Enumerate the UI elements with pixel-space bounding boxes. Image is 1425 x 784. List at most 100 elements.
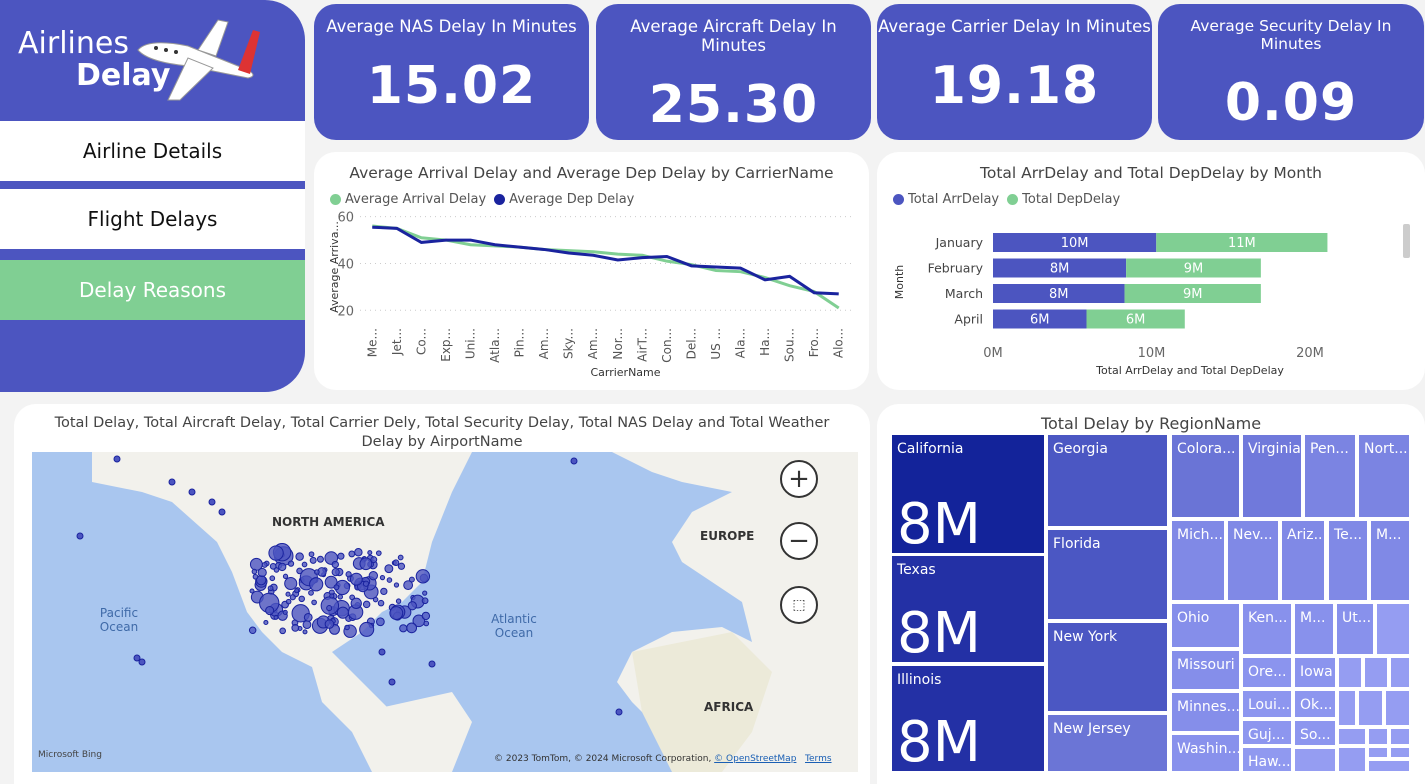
kpi-value: 19.18 bbox=[929, 56, 1100, 116]
zoom-in-button[interactable]: + bbox=[780, 460, 818, 498]
x-tick-label: Fro... bbox=[807, 328, 821, 357]
airport-dots bbox=[76, 455, 623, 716]
treemap-cell[interactable] bbox=[1390, 657, 1410, 688]
treemap-cell[interactable]: Ut... bbox=[1336, 603, 1374, 655]
legend-dot-arr bbox=[893, 194, 904, 205]
treemap-cell[interactable]: California 8M bbox=[891, 434, 1045, 554]
logo-text-line2: Delay bbox=[76, 58, 171, 93]
bar bbox=[1124, 284, 1261, 303]
zoom-out-button[interactable]: − bbox=[780, 522, 818, 560]
data-label: 8M bbox=[1049, 287, 1069, 302]
terms-link[interactable]: Terms bbox=[805, 754, 832, 764]
airport-dot bbox=[331, 560, 339, 569]
cell-label: Nort... bbox=[1364, 441, 1408, 457]
treemap-cell[interactable]: Loui... bbox=[1242, 690, 1292, 718]
treemap-cell[interactable] bbox=[1368, 728, 1388, 745]
treemap-cell[interactable]: New Jersey bbox=[1047, 714, 1168, 772]
x-tick-label: Am... bbox=[586, 328, 600, 359]
airport-dot bbox=[377, 599, 385, 607]
treemap-cell[interactable]: Texas 8M bbox=[891, 555, 1045, 663]
treemap-cell[interactable] bbox=[1338, 657, 1362, 688]
treemap-cell[interactable] bbox=[1338, 728, 1366, 745]
treemap-cell[interactable] bbox=[1358, 690, 1383, 726]
treemap-cell[interactable]: Ore... bbox=[1242, 657, 1292, 688]
treemap-cell[interactable]: Illinois 8M bbox=[891, 665, 1045, 772]
treemap-cell[interactable]: Ohio bbox=[1171, 603, 1240, 648]
airport-dot bbox=[295, 552, 304, 561]
treemap-cell[interactable] bbox=[1390, 728, 1410, 745]
cell-label: New Jersey bbox=[1053, 721, 1131, 737]
nav-delay-reasons[interactable]: Delay Reasons bbox=[0, 260, 305, 320]
osm-link[interactable]: © OpenStreetMap bbox=[714, 754, 797, 764]
y-tick-label: 60 bbox=[337, 211, 354, 226]
treemap-cell[interactable] bbox=[1364, 657, 1388, 688]
treemap-cell[interactable]: Iowa bbox=[1294, 657, 1336, 688]
treemap-cell[interactable]: Virginia bbox=[1242, 434, 1302, 518]
treemap-cell[interactable] bbox=[1390, 747, 1410, 758]
treemap-cell[interactable]: Nort... bbox=[1358, 434, 1410, 518]
cell-label: Texas bbox=[897, 562, 936, 578]
treemap-cell[interactable]: Missouri bbox=[1171, 650, 1240, 690]
treemap-cell[interactable]: Guj... bbox=[1242, 720, 1292, 745]
airport-dot bbox=[261, 561, 268, 568]
select-area-button[interactable]: ⬚ bbox=[780, 586, 818, 624]
x-tick-label: Jet... bbox=[390, 328, 404, 356]
data-label: 8M bbox=[1050, 262, 1070, 277]
treemap-cell[interactable]: Haw... bbox=[1242, 747, 1292, 772]
treemap-cell[interactable]: M... bbox=[1294, 603, 1334, 655]
airport-dot bbox=[376, 617, 385, 627]
treemap-cell[interactable]: Washin... bbox=[1171, 734, 1240, 772]
data-label: 6M bbox=[1030, 313, 1050, 328]
treemap-cell[interactable]: Pen... bbox=[1304, 434, 1356, 518]
airport-dot bbox=[388, 678, 396, 686]
treemap-cell[interactable]: Florida bbox=[1047, 529, 1168, 620]
x-tick-label: AirT... bbox=[635, 328, 649, 362]
airport-dot bbox=[368, 570, 378, 581]
treemap-cell[interactable]: Te... bbox=[1328, 520, 1368, 601]
legend-dot-arrival bbox=[330, 194, 341, 205]
airport-dot bbox=[350, 597, 362, 610]
map-card: Total Delay, Total Aircraft Delay, Total… bbox=[14, 404, 870, 784]
nav-airline-details[interactable]: Airline Details bbox=[0, 121, 305, 181]
nav-flight-delays[interactable]: Flight Delays bbox=[0, 189, 305, 249]
treemap-cell[interactable] bbox=[1294, 748, 1336, 772]
treemap-cell[interactable] bbox=[1338, 690, 1356, 726]
treemap-cell[interactable]: Colora... bbox=[1171, 434, 1240, 518]
airport-dot bbox=[218, 508, 226, 516]
treemap-cell[interactable]: M... bbox=[1370, 520, 1410, 601]
legend-label: Average Dep Delay bbox=[509, 192, 635, 207]
chart-legend: Average Arrival Delay Average Dep Delay bbox=[330, 192, 634, 207]
airport-dot bbox=[282, 573, 289, 579]
treemap-cell[interactable]: Mich... bbox=[1171, 520, 1225, 601]
treemap-cell[interactable] bbox=[1368, 760, 1410, 772]
map-canvas[interactable]: NORTH AMERICA EUROPE Pacific Ocean Atlan… bbox=[32, 452, 858, 772]
bar bbox=[1086, 309, 1185, 329]
treemap-cell[interactable]: Ariz... bbox=[1281, 520, 1325, 601]
airport-dot bbox=[268, 545, 284, 561]
x-tick-label: 20M bbox=[1296, 346, 1324, 361]
kpi-value: 25.30 bbox=[648, 75, 819, 135]
treemap-cell[interactable]: Georgia bbox=[1047, 434, 1168, 527]
scrollbar[interactable] bbox=[1403, 224, 1410, 258]
treemap-cell[interactable]: Ken... bbox=[1242, 603, 1292, 655]
line-chart-card: Average Arrival Delay and Average Dep De… bbox=[314, 152, 869, 390]
x-axis-label: Total ArrDelay and Total DepDelay bbox=[1095, 364, 1284, 377]
treemap-cell[interactable] bbox=[1385, 690, 1410, 726]
airport-dot bbox=[289, 594, 296, 601]
airport-dot bbox=[397, 554, 404, 561]
treemap-cell[interactable]: Minnes... bbox=[1171, 692, 1240, 732]
treemap-cell[interactable] bbox=[1368, 747, 1388, 758]
treemap-cell[interactable]: New York bbox=[1047, 622, 1168, 712]
airport-dot bbox=[389, 606, 404, 620]
legend-label: Total DepDelay bbox=[1022, 192, 1121, 207]
airport-dot bbox=[76, 532, 84, 540]
x-tick-label: Exp... bbox=[439, 328, 453, 362]
y-tick-label: March bbox=[945, 286, 983, 301]
treemap-cell[interactable]: Ok... bbox=[1294, 690, 1336, 718]
treemap-cell[interactable]: So... bbox=[1294, 720, 1336, 746]
treemap-cell[interactable] bbox=[1376, 603, 1410, 655]
x-tick-label: US ... bbox=[709, 328, 723, 360]
bar-chart-plot: 0M 10M 20M Total ArrDelay and Total DepDela… bbox=[893, 233, 1328, 377]
treemap-cell[interactable] bbox=[1338, 747, 1366, 772]
treemap-cell[interactable]: Nev... bbox=[1227, 520, 1279, 601]
